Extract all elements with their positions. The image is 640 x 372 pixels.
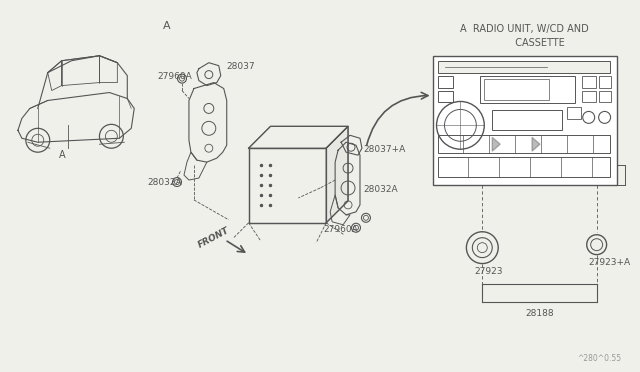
Text: A  RADIO UNIT, W/CD AND
          CASSETTE: A RADIO UNIT, W/CD AND CASSETTE bbox=[460, 24, 588, 48]
Bar bbox=[492, 110, 562, 130]
Bar bbox=[438, 135, 609, 153]
Text: 28037: 28037 bbox=[227, 62, 255, 71]
Polygon shape bbox=[532, 137, 540, 151]
Bar bbox=[438, 61, 609, 73]
Bar bbox=[248, 148, 326, 223]
Text: 28032A: 28032A bbox=[147, 178, 182, 187]
Bar bbox=[567, 108, 580, 119]
Bar bbox=[582, 90, 596, 102]
Bar bbox=[438, 90, 454, 102]
Text: 27923: 27923 bbox=[474, 266, 503, 276]
Text: 27960A: 27960A bbox=[157, 71, 192, 81]
Text: 27923+A: 27923+A bbox=[589, 257, 631, 267]
Bar bbox=[598, 76, 611, 87]
Polygon shape bbox=[248, 126, 348, 148]
Text: A: A bbox=[60, 150, 66, 160]
Polygon shape bbox=[492, 137, 500, 151]
Bar bbox=[438, 157, 609, 177]
Text: 28188: 28188 bbox=[525, 309, 554, 318]
Bar bbox=[480, 76, 575, 103]
Bar bbox=[582, 76, 596, 87]
Text: ^280^0.55: ^280^0.55 bbox=[577, 354, 621, 363]
Bar bbox=[484, 78, 549, 100]
FancyArrowPatch shape bbox=[367, 92, 428, 145]
Text: 28037+A: 28037+A bbox=[363, 145, 405, 154]
Bar bbox=[598, 90, 611, 102]
Polygon shape bbox=[326, 126, 348, 223]
Bar bbox=[248, 148, 326, 223]
Text: A: A bbox=[163, 21, 171, 31]
Bar bbox=[438, 76, 454, 87]
Text: 27960A: 27960A bbox=[323, 225, 358, 234]
Bar bbox=[433, 56, 616, 185]
Text: FRONT: FRONT bbox=[197, 226, 232, 250]
Text: 28032A: 28032A bbox=[363, 185, 397, 194]
